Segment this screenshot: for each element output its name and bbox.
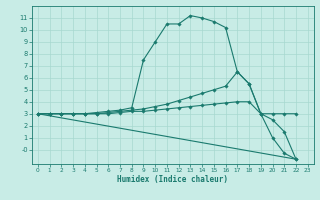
X-axis label: Humidex (Indice chaleur): Humidex (Indice chaleur) bbox=[117, 175, 228, 184]
